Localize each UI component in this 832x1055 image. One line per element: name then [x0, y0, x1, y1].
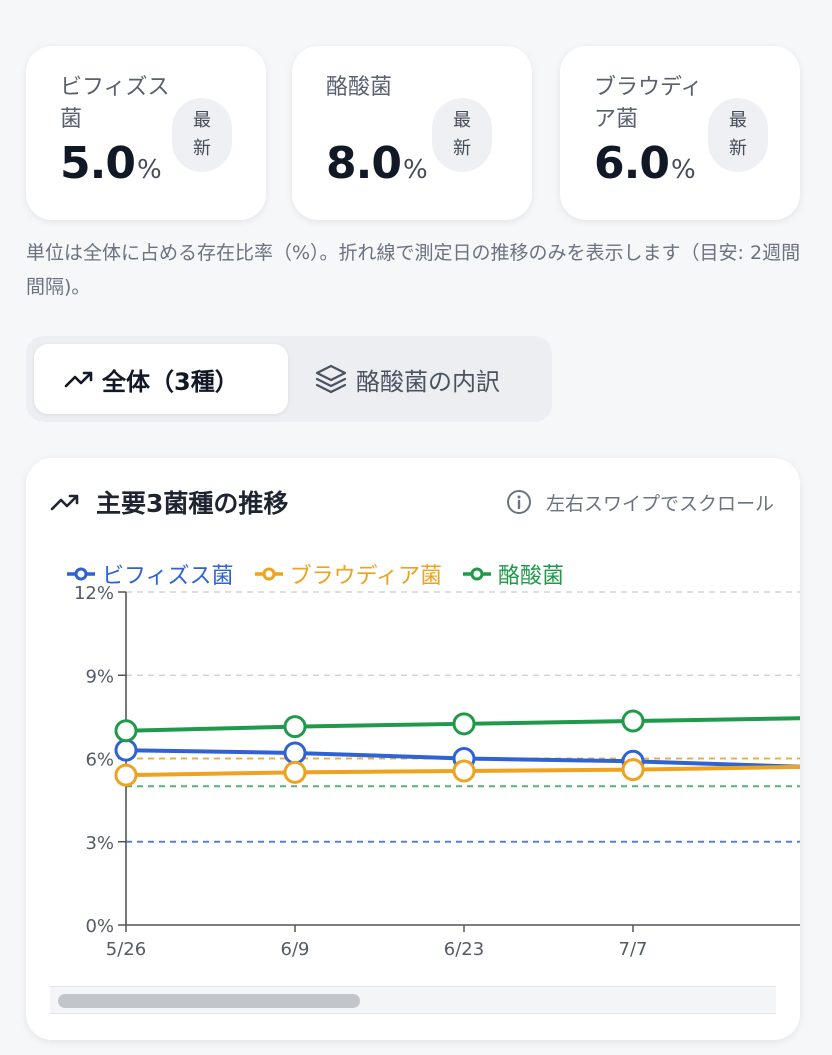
data-point [283, 760, 307, 784]
latest-badge: 最新 [432, 98, 492, 172]
summary-card-bifidobacteria: ビフィズス菌 5.0% 最新 [26, 46, 266, 220]
y-tick-label: 9% [85, 666, 114, 687]
tab-butyrate-breakdown[interactable]: 酪酸菌の内訳 [310, 344, 546, 414]
tab-overall-label: 全体（3種） [102, 367, 239, 396]
data-point [114, 719, 138, 743]
chart-title-text: 主要3菌種の推移 [96, 489, 289, 518]
x-tick-label: 5/26 [106, 939, 146, 960]
trending-up-icon [64, 371, 93, 388]
card-unit: % [136, 155, 162, 185]
card-value: 5.0% [60, 138, 162, 189]
card-unit: % [670, 155, 696, 185]
tab-overall[interactable]: 全体（3種） [34, 344, 288, 414]
trend-chart-card: 0% 3% 6% 9% 12% 5/26 6/9 6/23 7/7 主要3菌種の推移 左右スワイ… [26, 458, 800, 1040]
card-value: 8.0% [326, 138, 428, 189]
chart-tabs: 全体（3種） 酪酸菌の内訳 [26, 336, 552, 422]
data-point [114, 763, 138, 787]
data-point [452, 759, 476, 783]
y-tick-label: 3% [85, 833, 114, 854]
legend-item[interactable]: ビフィズス菌 [66, 558, 234, 590]
latest-badge: 最新 [172, 98, 232, 172]
x-tick-label: 7/7 [619, 939, 648, 960]
chart-title: 主要3菌種の推移 [50, 482, 288, 522]
y-tick-label: 12% [74, 583, 114, 604]
horizontal-scrollbar[interactable] [50, 986, 776, 1014]
summary-cards: ビフィズス菌 5.0% 最新 酪酸菌 8.0% 最新 ブラウディア菌 6.0% … [26, 46, 800, 220]
legend-label: 酪酸菌 [498, 564, 565, 589]
y-tick-label: 6% [85, 750, 114, 771]
layers-icon [315, 364, 347, 394]
chart-legend: ビフィズス菌 ブラウディア菌 酪酸菌 [66, 558, 584, 590]
card-value: 6.0% [594, 138, 696, 189]
legend-marker-icon [463, 567, 492, 581]
summary-card-butyrate: 酪酸菌 8.0% 最新 [292, 46, 532, 220]
data-point [283, 715, 307, 739]
tab-butyrate-label: 酪酸菌の内訳 [356, 367, 500, 396]
x-tick-label: 6/23 [444, 939, 484, 960]
card-name: ビフィズス菌 [60, 75, 170, 132]
unit-note: 単位は全体に占める存在比率（%）。折れ線で測定日の推移のみを表示します（目安: … [26, 242, 801, 298]
legend-item[interactable]: 酪酸菌 [462, 558, 564, 590]
x-tick-label: 6/9 [281, 939, 310, 960]
legend-marker-icon [67, 567, 95, 581]
data-point [621, 709, 645, 733]
info-icon [506, 490, 531, 514]
card-name: ブラウディア菌 [594, 75, 703, 132]
data-point [114, 738, 138, 762]
legend-label: ブラウディア菌 [289, 564, 443, 589]
data-point [283, 741, 307, 765]
trending-up-icon [50, 494, 79, 511]
legend-item[interactable]: ブラウディア菌 [254, 558, 442, 590]
y-tick-label: 0% [85, 916, 114, 937]
card-unit: % [402, 155, 428, 185]
data-point [452, 712, 476, 736]
summary-card-blautia: ブラウディア菌 6.0% 最新 [560, 46, 800, 220]
scrollbar-thumb[interactable] [58, 994, 360, 1008]
card-name: 酪酸菌 [326, 75, 393, 100]
latest-badge: 最新 [708, 98, 768, 172]
swipe-hint-text: 左右スワイプでスクロール [545, 492, 774, 515]
line-chart[interactable]: 0% 3% 6% 9% 12% 5/26 6/9 6/23 7/7 [26, 458, 800, 988]
swipe-hint: 左右スワイプでスクロール [506, 484, 774, 520]
legend-label: ビフィズス菌 [102, 564, 234, 589]
legend-marker-icon [254, 567, 283, 581]
data-point [621, 758, 645, 782]
